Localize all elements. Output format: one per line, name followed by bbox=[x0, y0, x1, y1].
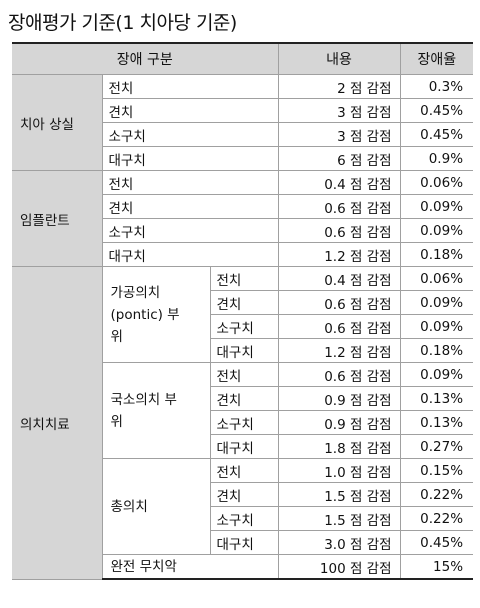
tooth-type: 대구치 bbox=[102, 242, 279, 267]
rate-cell: 0.09% bbox=[399, 194, 474, 219]
rate-cell: 0.9% bbox=[399, 146, 474, 171]
tooth-type: 대구치 bbox=[210, 530, 279, 555]
content-cell: 2 점 감점 bbox=[277, 74, 401, 99]
table-row: 대구치 1.8 점 감점 0.27% bbox=[12, 434, 474, 459]
content-cell: 0.9 점 감점 bbox=[277, 386, 401, 411]
content-cell: 3 점 감점 bbox=[277, 122, 401, 147]
header-category: 장애 구분 bbox=[12, 42, 279, 75]
table-row: 견치 0.6 점 감점 0.09% bbox=[12, 290, 474, 315]
rate-cell: 0.22% bbox=[399, 506, 474, 531]
tooth-type: 소구치 bbox=[210, 410, 279, 435]
rate-cell: 0.13% bbox=[399, 410, 474, 435]
content-cell: 0.6 점 감점 bbox=[277, 290, 401, 315]
rate-cell: 0.06% bbox=[399, 266, 474, 291]
tooth-type: 대구치 bbox=[210, 434, 279, 459]
subgroup-pontic-text: 가공의치 (pontic) 부위 bbox=[110, 284, 180, 345]
tooth-type: 견치 bbox=[102, 98, 279, 123]
table-header-row: 장애 구분 내용 장애율 bbox=[12, 42, 474, 75]
rate-cell: 15% bbox=[399, 554, 474, 580]
header-rate: 장애율 bbox=[399, 42, 474, 75]
header-content: 내용 bbox=[277, 42, 401, 75]
content-cell: 0.4 점 감점 bbox=[277, 266, 401, 291]
rate-cell: 0.45% bbox=[399, 530, 474, 555]
content-cell: 1.8 점 감점 bbox=[277, 434, 401, 459]
content-cell: 1.5 점 감점 bbox=[277, 506, 401, 531]
tooth-type: 전치 bbox=[101, 170, 279, 195]
page-title: 장애평가 기준(1 치아당 기준) bbox=[8, 12, 237, 34]
content-cell: 1.2 점 감점 bbox=[277, 338, 401, 363]
table-row: 대구치 1.2 점 감점 0.18% bbox=[12, 338, 474, 363]
rate-cell: 0.09% bbox=[399, 218, 474, 243]
table-row: 완전 무치악 100 점 감점 15% bbox=[12, 554, 474, 580]
group-label-prosthetics: 의치치료 bbox=[12, 266, 103, 580]
tooth-type: 소구치 bbox=[210, 314, 279, 339]
tooth-type: 대구치 bbox=[210, 338, 279, 363]
rate-cell: 0.45% bbox=[399, 122, 474, 147]
table-row: 견치 0.6 점 감점 0.09% bbox=[12, 194, 474, 219]
table-row: 임플란트 전치 0.4 점 감점 0.06% bbox=[12, 170, 474, 267]
subgroup-label-edentulous: 완전 무치악 bbox=[102, 554, 279, 580]
group-label-tooth-loss: 치아 상실 bbox=[12, 74, 103, 171]
content-cell: 3 점 감점 bbox=[277, 98, 401, 123]
tooth-type: 전치 bbox=[209, 458, 279, 483]
tooth-type: 전치 bbox=[209, 266, 279, 291]
table-row: 치아 상실 전치 2 점 감점 0.3% bbox=[12, 74, 474, 171]
subgroup-label-pontic: 가공의치 (pontic) 부위 bbox=[101, 266, 211, 363]
rate-cell: 0.27% bbox=[399, 434, 474, 459]
rate-cell: 0.15% bbox=[399, 458, 474, 483]
rate-cell: 0.45% bbox=[399, 98, 474, 123]
disability-rating-table: 장애 구분 내용 장애율 치아 상실 전치 2 점 감점 0.3% 견치 3 점… bbox=[12, 42, 474, 580]
table-row: 국소의치 부위 전치 0.6 점 감점 0.09% bbox=[12, 362, 474, 459]
content-cell: 1.2 점 감점 bbox=[277, 242, 401, 267]
tooth-type: 견치 bbox=[210, 482, 279, 507]
tooth-type: 전치 bbox=[101, 74, 279, 99]
tooth-type: 소구치 bbox=[102, 122, 279, 147]
table-row: 소구치 1.5 점 감점 0.22% bbox=[12, 506, 474, 531]
subgroup-partial-text: 국소의치 부위 bbox=[110, 391, 177, 430]
tooth-type: 소구치 bbox=[210, 506, 279, 531]
rate-cell: 0.3% bbox=[399, 74, 474, 99]
tooth-type: 소구치 bbox=[102, 218, 279, 243]
table-row: 대구치 3.0 점 감점 0.45% bbox=[12, 530, 474, 555]
rate-cell: 0.18% bbox=[399, 242, 474, 267]
rate-cell: 0.09% bbox=[399, 290, 474, 315]
rate-cell: 0.18% bbox=[399, 338, 474, 363]
content-cell: 1.5 점 감점 bbox=[277, 482, 401, 507]
table-row: 소구치 0.6 점 감점 0.09% bbox=[12, 314, 474, 339]
content-cell: 1.0 점 감점 bbox=[277, 458, 401, 483]
tooth-type: 견치 bbox=[210, 290, 279, 315]
content-cell: 6 점 감점 bbox=[277, 146, 401, 171]
subgroup-label-partial: 국소의치 부위 bbox=[102, 362, 211, 459]
content-cell: 0.6 점 감점 bbox=[277, 194, 401, 219]
rate-cell: 0.13% bbox=[399, 386, 474, 411]
tooth-type: 견치 bbox=[102, 194, 279, 219]
rate-cell: 0.06% bbox=[399, 170, 474, 195]
rate-cell: 0.22% bbox=[399, 482, 474, 507]
rate-cell: 0.09% bbox=[399, 362, 474, 387]
table-row: 소구치 3 점 감점 0.45% bbox=[12, 122, 474, 147]
table-row: 의치치료 가공의치 (pontic) 부위 전치 0.4 점 감점 0.06% bbox=[12, 266, 474, 580]
subgroup-label-complete: 총의치 bbox=[102, 458, 211, 555]
tooth-type: 견치 bbox=[210, 386, 279, 411]
content-cell: 3.0 점 감점 bbox=[277, 530, 401, 555]
table-row: 견치 1.5 점 감점 0.22% bbox=[12, 482, 474, 507]
group-label-implant: 임플란트 bbox=[12, 170, 103, 267]
tooth-type: 전치 bbox=[209, 362, 279, 387]
table-row: 견치 3 점 감점 0.45% bbox=[12, 98, 474, 123]
content-cell: 0.6 점 감점 bbox=[277, 362, 401, 387]
content-cell: 0.4 점 감점 bbox=[277, 170, 401, 195]
tooth-type: 대구치 bbox=[102, 146, 279, 171]
rate-cell: 0.09% bbox=[399, 314, 474, 339]
content-cell: 0.6 점 감점 bbox=[277, 218, 401, 243]
content-cell: 0.9 점 감점 bbox=[277, 410, 401, 435]
content-cell: 100 점 감점 bbox=[277, 554, 401, 580]
content-cell: 0.6 점 감점 bbox=[277, 314, 401, 339]
